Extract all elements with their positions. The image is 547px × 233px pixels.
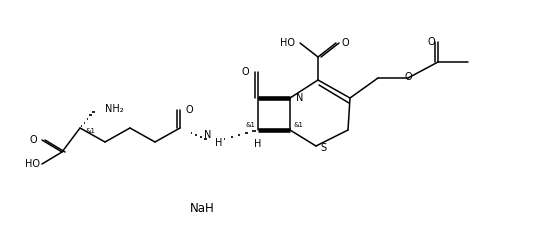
Text: O: O — [341, 38, 348, 48]
Text: O: O — [30, 135, 37, 145]
Text: N: N — [296, 93, 304, 103]
Text: &1: &1 — [85, 128, 95, 134]
Text: N: N — [205, 130, 212, 140]
Text: O: O — [427, 37, 435, 47]
Text: O: O — [404, 72, 412, 82]
Text: H: H — [254, 139, 261, 149]
Text: HO: HO — [280, 38, 295, 48]
Text: NH₂: NH₂ — [105, 104, 124, 114]
Text: HO: HO — [25, 159, 40, 169]
Text: O: O — [241, 67, 249, 77]
Text: S: S — [320, 143, 326, 153]
Text: &1: &1 — [245, 122, 255, 128]
Text: O: O — [185, 105, 193, 115]
Text: H: H — [215, 138, 223, 148]
Text: &1: &1 — [294, 122, 304, 128]
Text: NaH: NaH — [190, 202, 214, 215]
